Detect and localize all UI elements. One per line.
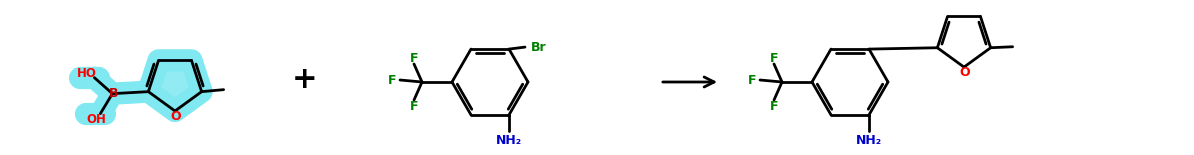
Text: F: F [770,100,778,113]
Text: O: O [960,66,971,79]
Text: F: F [410,51,418,64]
Text: NH₂: NH₂ [856,134,882,147]
Text: HO: HO [76,67,97,80]
Text: F: F [770,51,778,64]
Text: F: F [388,73,396,86]
Text: F: F [410,100,418,113]
Text: O: O [171,109,181,122]
Polygon shape [148,60,202,111]
Text: +: + [293,66,318,95]
Text: NH₂: NH₂ [496,134,522,147]
Text: OH: OH [86,113,106,126]
Text: Br: Br [531,41,547,54]
Text: B: B [109,87,118,100]
Text: F: F [747,73,756,86]
